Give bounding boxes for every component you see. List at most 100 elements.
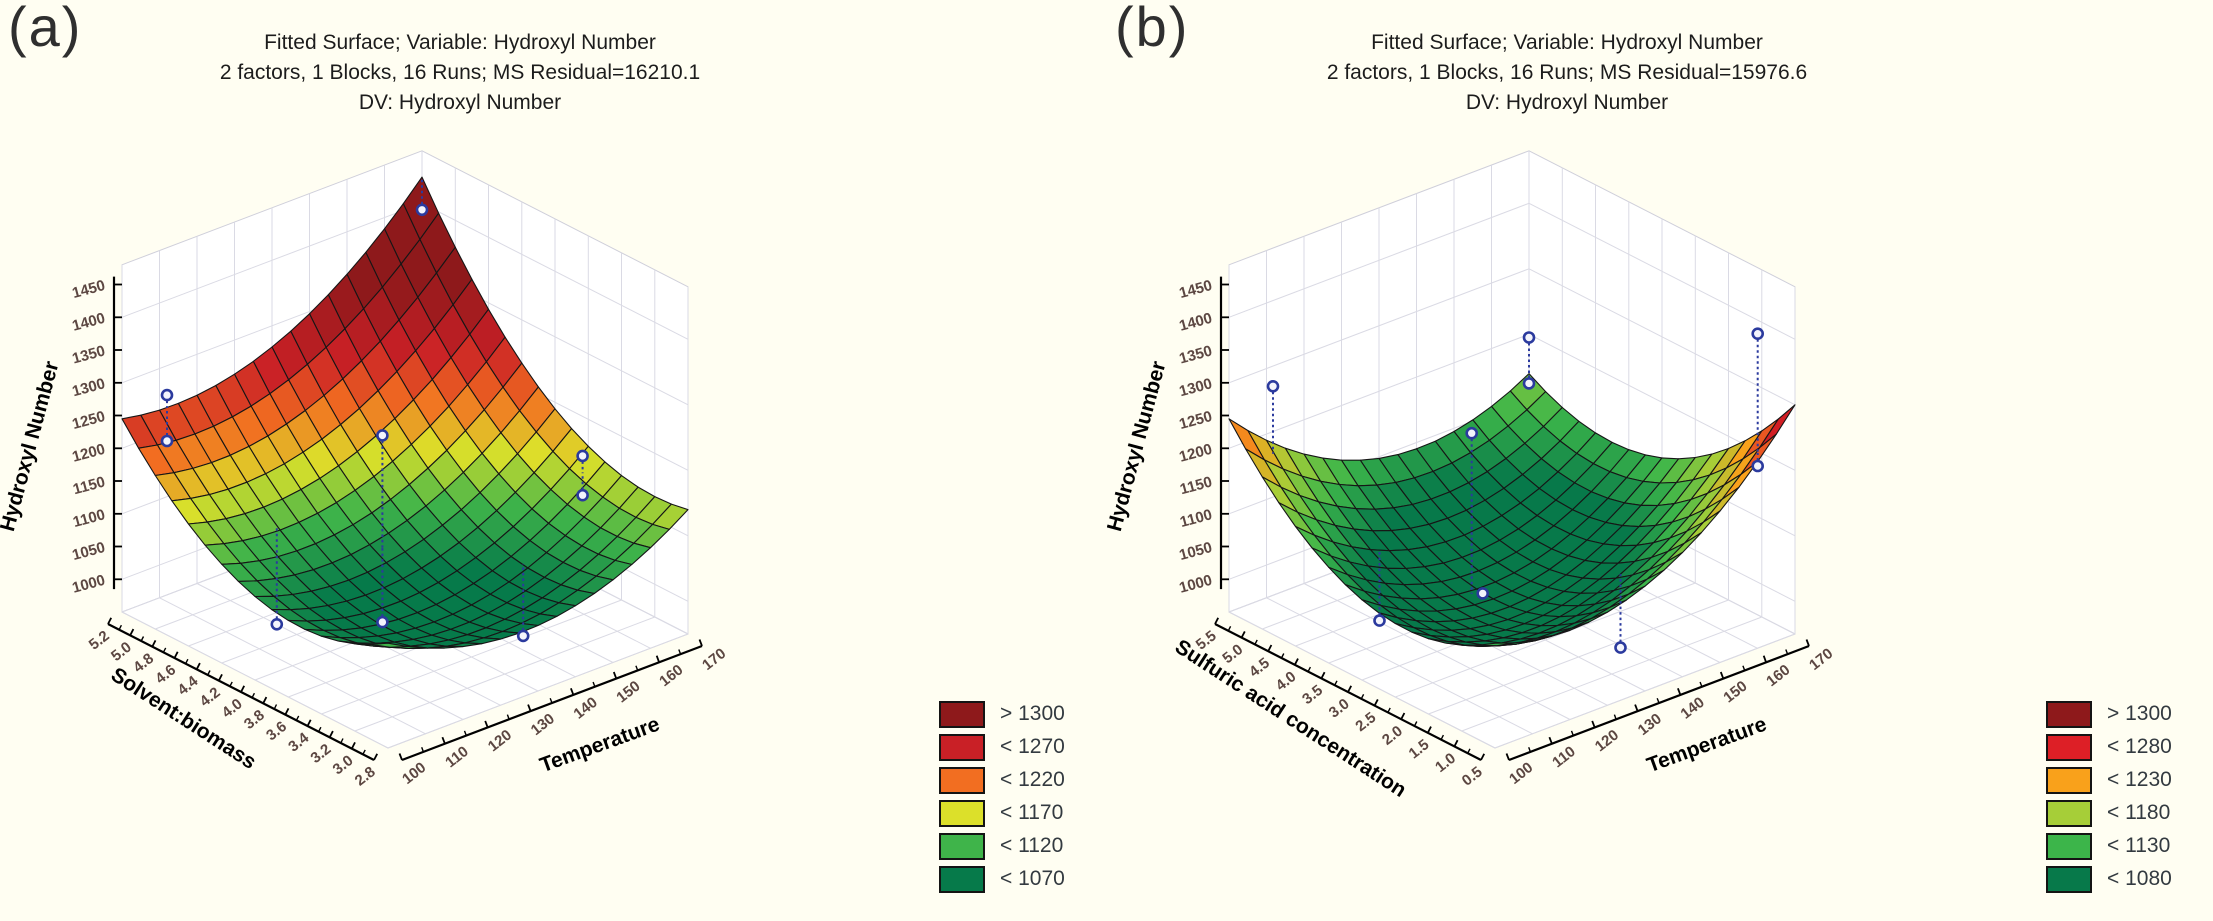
svg-text:4.5: 4.5 [1246, 655, 1273, 681]
legend-label: < 1130 [2107, 834, 2171, 857]
legend-row: > 1300 [2046, 700, 2172, 728]
svg-text:3.2: 3.2 [307, 741, 334, 767]
svg-text:120: 120 [485, 726, 515, 755]
svg-text:110: 110 [1549, 743, 1579, 771]
legend-swatch [939, 799, 985, 827]
legend-row: < 1230 [2046, 766, 2172, 794]
svg-text:5.0: 5.0 [108, 639, 135, 665]
svg-text:160: 160 [1763, 661, 1793, 690]
svg-text:1400: 1400 [1177, 310, 1214, 335]
legend-b: > 1300 < 1280 < 1230 < 1180 < 1130 < 1080 [2046, 700, 2172, 898]
svg-text:170: 170 [699, 645, 729, 674]
svg-text:140: 140 [1678, 694, 1708, 723]
chart-title: Fitted Surface; Variable: Hydroxyl Numbe… [264, 31, 656, 54]
svg-text:1450: 1450 [1177, 277, 1214, 302]
svg-text:1000: 1000 [1177, 572, 1214, 597]
svg-text:1000: 1000 [70, 572, 107, 597]
svg-text:3.0: 3.0 [330, 752, 357, 778]
legend-row: < 1220 [939, 766, 1065, 794]
svg-text:2.5: 2.5 [1352, 709, 1379, 735]
legend-label: < 1080 [2107, 867, 2172, 890]
svg-text:1.0: 1.0 [1432, 750, 1459, 776]
chart-title-block-b: Fitted Surface; Variable: Hydroxyl Numbe… [1107, 28, 2027, 118]
legend-swatch [939, 832, 985, 860]
chart-subtitle: 2 factors, 1 Blocks, 16 Runs; MS Residua… [219, 61, 701, 84]
chart-subtitle: 2 factors, 1 Blocks, 16 Runs; MS Residua… [1326, 61, 1808, 84]
svg-text:4.0: 4.0 [219, 695, 246, 721]
svg-text:5.2: 5.2 [86, 627, 113, 653]
legend-row: < 1180 [2046, 799, 2172, 827]
svg-text:1350: 1350 [70, 342, 107, 367]
legend-swatch [939, 865, 985, 893]
svg-text:1300: 1300 [70, 375, 107, 400]
svg-text:140: 140 [571, 694, 601, 723]
svg-text:100: 100 [1506, 759, 1536, 788]
chart-dv-line: DV: Hydroxyl Number [358, 91, 562, 114]
legend-row: < 1130 [2046, 832, 2172, 860]
legend-a: > 1300 < 1270 < 1220 < 1170 < 1120 < 1070 [939, 700, 1065, 898]
svg-text:1350: 1350 [1177, 342, 1214, 367]
legend-label: < 1070 [1000, 867, 1065, 890]
svg-text:1.5: 1.5 [1406, 736, 1433, 762]
legend-row: < 1170 [939, 799, 1065, 827]
legend-swatch [2046, 865, 2092, 893]
svg-text:120: 120 [1592, 726, 1622, 755]
legend-swatch [2046, 733, 2092, 761]
svg-text:130: 130 [528, 710, 558, 739]
svg-text:150: 150 [613, 678, 643, 707]
panel-b: (b) Fitted Surface; Variable: Hydroxyl N… [1107, 0, 2213, 921]
legend-swatch [939, 700, 985, 728]
svg-text:150: 150 [1720, 678, 1750, 707]
svg-text:1200: 1200 [70, 441, 107, 466]
svg-text:3.0: 3.0 [1326, 695, 1353, 721]
svg-text:1450: 1450 [70, 277, 107, 302]
panel-a: (a) Fitted Surface; Variable: Hydroxyl N… [0, 0, 1106, 921]
surface-plot-b: 1000 1050 1100 1150 1200 1250 1300 1350 1400 1450… [1107, 150, 1836, 802]
chart-dv-line: DV: Hydroxyl Number [1465, 91, 1669, 114]
svg-text:130: 130 [1635, 710, 1665, 739]
svg-text:4.2: 4.2 [197, 684, 224, 710]
legend-row: < 1080 [2046, 865, 2172, 893]
legend-row: < 1270 [939, 733, 1065, 761]
svg-text:1300: 1300 [1177, 375, 1214, 400]
chart-title-block-a: Fitted Surface; Variable: Hydroxyl Numbe… [0, 28, 920, 118]
panel-label-a: (a) [8, 0, 83, 58]
surface-plot-a: 1000 1050 1100 1150 1200 1250 1300 1350 1400 1450… [0, 150, 729, 790]
svg-text:160: 160 [656, 661, 686, 690]
chart-title: Fitted Surface; Variable: Hydroxyl Numbe… [1371, 31, 1763, 54]
svg-text:4.0: 4.0 [1273, 668, 1300, 694]
panel-label-b: (b) [1115, 0, 1190, 58]
legend-swatch [939, 766, 985, 794]
legend-label: > 1300 [1000, 702, 1065, 725]
svg-text:1250: 1250 [70, 408, 107, 433]
svg-text:4.6: 4.6 [152, 661, 179, 687]
legend-label: < 1180 [2107, 801, 2171, 824]
svg-text:110: 110 [442, 743, 472, 771]
svg-text:2.0: 2.0 [1379, 723, 1406, 749]
svg-text:Hydroxyl Number: Hydroxyl Number [0, 359, 63, 534]
legend-swatch [2046, 799, 2092, 827]
svg-text:1050: 1050 [1177, 539, 1214, 564]
legend-row: > 1300 [939, 700, 1065, 728]
legend-label: < 1170 [1000, 801, 1064, 824]
svg-text:0.5: 0.5 [1459, 763, 1486, 789]
svg-text:2.8: 2.8 [352, 763, 379, 789]
legend-row: < 1120 [939, 832, 1065, 860]
svg-text:3.6: 3.6 [263, 718, 290, 744]
legend-label: < 1220 [1000, 768, 1065, 791]
legend-label: < 1270 [1000, 735, 1065, 758]
legend-swatch [2046, 832, 2092, 860]
svg-text:1050: 1050 [70, 539, 107, 564]
svg-text:1250: 1250 [1177, 408, 1214, 433]
svg-text:1400: 1400 [70, 310, 107, 335]
svg-text:100: 100 [399, 759, 429, 788]
legend-label: < 1280 [2107, 735, 2172, 758]
legend-row: < 1070 [939, 865, 1065, 893]
svg-text:3.8: 3.8 [241, 707, 268, 733]
svg-text:1100: 1100 [1178, 506, 1214, 531]
legend-row: < 1280 [2046, 733, 2172, 761]
legend-swatch [2046, 700, 2092, 728]
legend-label: < 1230 [2107, 768, 2172, 791]
legend-label: > 1300 [2107, 702, 2172, 725]
svg-text:1150: 1150 [71, 473, 107, 498]
